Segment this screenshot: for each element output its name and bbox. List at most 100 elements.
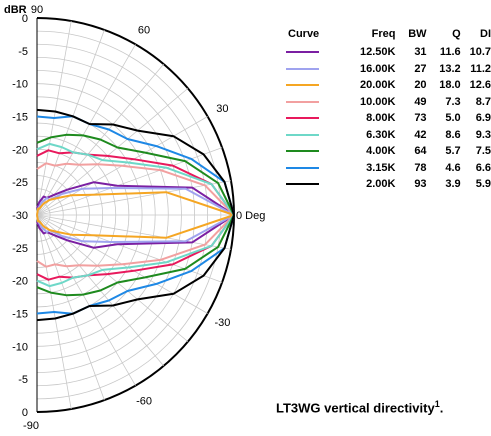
angle-label: 0 Deg bbox=[236, 210, 265, 222]
legend-cell-q: 18.0 bbox=[439, 79, 461, 92]
legend-cell-bw: 20 bbox=[414, 79, 427, 92]
legend-swatch-cell bbox=[282, 44, 347, 61]
angle-label: 30 bbox=[216, 103, 228, 115]
radial-tick-label: -15 bbox=[12, 309, 28, 321]
legend-cell-freq: 12.50K bbox=[360, 46, 396, 59]
legend-cell-freq: 8.00K bbox=[366, 112, 396, 125]
legend-swatch-cell bbox=[282, 127, 347, 144]
radial-tick-label: -25 bbox=[12, 243, 28, 255]
radial-tick-label: 0 bbox=[22, 13, 28, 25]
legend-cell-freq: 3.15K bbox=[366, 161, 396, 174]
legend-cell-bw: 78 bbox=[414, 161, 427, 174]
legend-swatch-cell bbox=[282, 176, 347, 193]
legend-swatch bbox=[286, 183, 319, 186]
legend-cell-bw: 64 bbox=[414, 145, 427, 158]
radial-tick-label: -20 bbox=[12, 276, 28, 288]
legend-header-freq: Freq bbox=[371, 28, 396, 40]
legend-swatch-cell bbox=[282, 77, 347, 94]
legend-cell-di: 6.6 bbox=[475, 161, 491, 174]
grid-spoke bbox=[36, 214, 232, 250]
series-2.00K bbox=[36, 108, 235, 322]
legend-cell-q: 13.2 bbox=[439, 62, 461, 75]
radial-tick-label: -5 bbox=[18, 46, 28, 58]
radial-tick-label: -5 bbox=[18, 374, 28, 386]
legend-header-di: DI bbox=[480, 28, 491, 40]
caption-text: LT3WG vertical directivity bbox=[276, 400, 435, 416]
angle-label: 90 bbox=[31, 4, 43, 16]
legend-header-row: Curve Freq BW Q DI bbox=[282, 26, 491, 44]
legend-cell-di: 5.9 bbox=[475, 178, 491, 191]
legend-row: 20.00K 20 18.0 12.6 bbox=[282, 77, 491, 94]
legend-swatch-cell bbox=[282, 61, 347, 78]
legend-cell-freq: 6.30K bbox=[366, 128, 396, 141]
radial-tick-label: -10 bbox=[12, 341, 28, 353]
legend-row: 8.00K 73 5.0 6.9 bbox=[282, 110, 491, 127]
radial-tick-label: -10 bbox=[12, 79, 28, 91]
grid-spoke bbox=[36, 214, 136, 386]
legend-swatch bbox=[286, 100, 319, 103]
legend-cell-freq: 16.00K bbox=[360, 62, 396, 75]
chart-caption: LT3WG vertical directivity1. bbox=[276, 399, 443, 415]
angle-label: -60 bbox=[136, 395, 152, 407]
legend-cell-di: 7.5 bbox=[475, 145, 491, 158]
legend-swatch bbox=[286, 84, 319, 87]
legend-swatch bbox=[286, 150, 319, 153]
legend-row: 4.00K 64 5.7 7.5 bbox=[282, 143, 491, 160]
angle-label: -30 bbox=[214, 317, 230, 329]
legend-swatch bbox=[286, 117, 319, 120]
grid-spoke bbox=[36, 29, 105, 216]
legend-row: 6.30K 42 8.6 9.3 bbox=[282, 127, 491, 144]
legend-cell-di: 9.3 bbox=[475, 128, 491, 141]
legend-cell-q: 3.9 bbox=[445, 178, 461, 191]
legend-cell-q: 11.6 bbox=[439, 46, 461, 59]
legend-cell-bw: 31 bbox=[414, 46, 427, 59]
legend-row: 16.00K 27 13.2 11.2 bbox=[282, 61, 491, 78]
legend-swatch bbox=[286, 133, 319, 136]
legend-swatch-cell bbox=[282, 160, 347, 177]
radial-tick-label: -25 bbox=[12, 177, 28, 189]
legend-swatch bbox=[286, 67, 319, 70]
radial-tick-label: 0 bbox=[22, 407, 28, 419]
legend-cell-freq: 2.00K bbox=[366, 178, 396, 191]
legend-header-bw: BW bbox=[408, 28, 427, 40]
angle-label: 60 bbox=[138, 25, 150, 37]
legend-cell-q: 4.6 bbox=[445, 161, 461, 174]
legend-header-curve: Curve bbox=[288, 28, 320, 40]
legend-cell-freq: 10.00K bbox=[360, 95, 396, 108]
legend-cell-q: 5.7 bbox=[445, 145, 461, 158]
legend-cell-q: 8.6 bbox=[445, 128, 461, 141]
radial-tick-label: -15 bbox=[12, 112, 28, 124]
legend-cell-bw: 49 bbox=[414, 95, 427, 108]
legend-cell-di: 12.6 bbox=[469, 79, 491, 92]
legend-row: 10.00K 49 7.3 8.7 bbox=[282, 94, 491, 111]
legend-row: 3.15K 78 4.6 6.6 bbox=[282, 160, 491, 177]
legend-body: 12.50K 31 11.6 10.7 16.00K 27 13.2 11.2 20.00K 20… bbox=[282, 44, 491, 193]
legend-cell-bw: 93 bbox=[414, 178, 427, 191]
legend-cell-bw: 73 bbox=[414, 112, 427, 125]
legend-cell-q: 5.0 bbox=[445, 112, 461, 125]
grid-spoke bbox=[36, 44, 136, 216]
legend-row: 2.00K 93 3.9 5.9 bbox=[282, 176, 491, 193]
caption-suffix: . bbox=[439, 400, 444, 416]
grid-spoke bbox=[36, 180, 232, 216]
legend-cell-bw: 27 bbox=[414, 62, 427, 75]
legend-cell-di: 11.2 bbox=[470, 62, 491, 75]
radial-tick-label: -20 bbox=[12, 144, 28, 156]
legend-swatch-cell bbox=[282, 110, 347, 127]
legend-cell-freq: 4.00K bbox=[366, 145, 396, 158]
legend-cell-di: 8.7 bbox=[475, 95, 491, 108]
legend-row: 12.50K 31 11.6 10.7 bbox=[282, 44, 491, 61]
caption-superscript: 1 bbox=[434, 399, 440, 409]
polar-traces bbox=[36, 108, 235, 322]
legend-swatch-cell bbox=[282, 94, 347, 111]
angle-label: -90 bbox=[23, 420, 39, 432]
legend-cell-q: 7.3 bbox=[445, 95, 461, 108]
legend-cell-di: 6.9 bbox=[475, 112, 491, 125]
legend-table: Curve Freq BW Q DI 12.50K 31 11.6 10.7 16.00… bbox=[282, 26, 491, 193]
legend-cell-freq: 20.00K bbox=[360, 79, 396, 92]
legend-header-q: Q bbox=[452, 28, 461, 40]
legend-cell-di: 10.7 bbox=[469, 46, 491, 59]
radial-tick-label: -30 bbox=[12, 210, 28, 222]
